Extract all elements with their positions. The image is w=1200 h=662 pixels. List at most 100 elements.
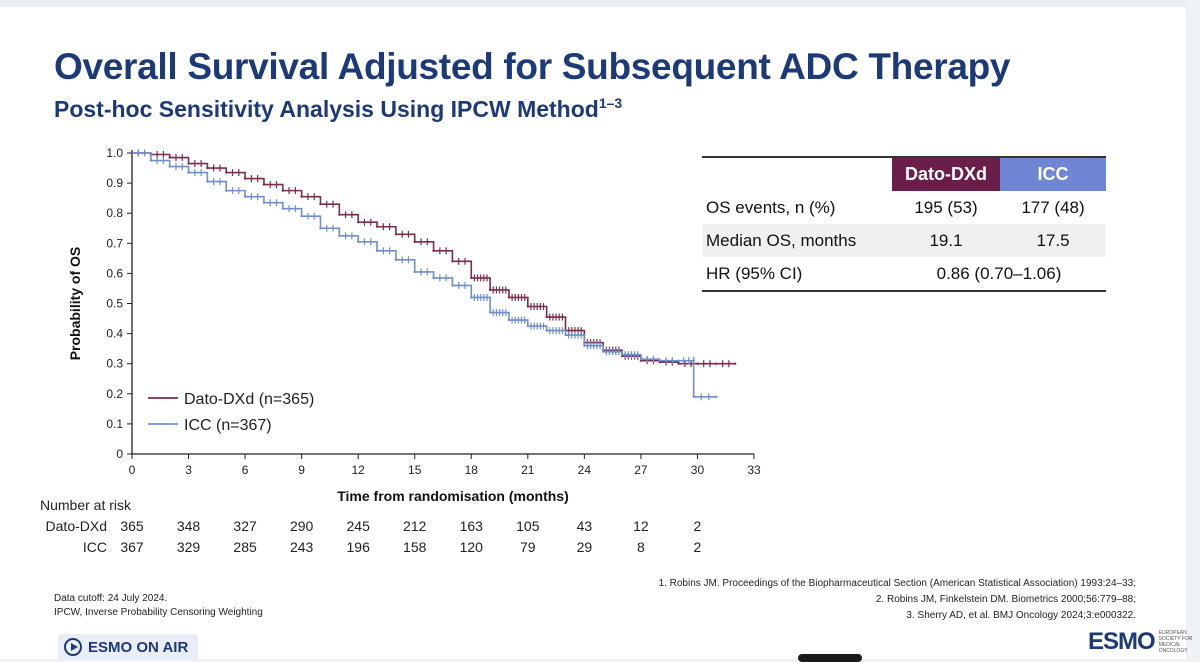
data-point <box>488 311 492 314</box>
slide-title: Overall Survival Adjusted for Subsequent… <box>54 46 1011 87</box>
data-point <box>338 213 341 216</box>
risk-value: 243 <box>290 539 314 555</box>
data-point <box>243 195 247 198</box>
risk-row-label: Dato-DXd <box>46 518 107 534</box>
data-point <box>715 395 718 399</box>
esmo-logo: ESMO EUROPEAN SOCIETY FOR MEDICAL ONCOLO… <box>1088 628 1195 656</box>
data-point <box>526 324 530 328</box>
dato-value: 195 (53) <box>914 197 978 217</box>
y-tick-label: 0 <box>116 447 123 461</box>
y-tick-label: 0.4 <box>106 327 123 341</box>
y-tick-label: 0.5 <box>106 297 123 311</box>
risk-value: 365 <box>120 518 144 534</box>
risk-table-title: Number at risk <box>40 497 132 513</box>
data-point <box>526 305 530 308</box>
data-point <box>507 296 511 299</box>
data-point <box>413 270 416 274</box>
x-tick-label: 0 <box>129 463 136 477</box>
data-point <box>206 166 209 170</box>
data-point <box>432 249 435 253</box>
data-point <box>583 344 586 347</box>
table-header-icc: ICC <box>1000 156 1106 191</box>
data-point <box>733 362 737 365</box>
data-point <box>413 240 416 243</box>
data-point <box>225 171 228 174</box>
y-tick-label: 0.8 <box>106 206 123 220</box>
data-point <box>545 315 548 319</box>
legend-label: Dato-DXd (n=365) <box>184 391 314 408</box>
x-tick-label: 33 <box>747 463 761 477</box>
data-point <box>658 359 661 362</box>
right-strip <box>1186 0 1200 659</box>
risk-row-label: ICC <box>83 539 107 555</box>
row-label: OS events, n (%) <box>706 197 836 217</box>
data-point <box>319 227 322 230</box>
data-point <box>375 225 379 228</box>
risk-value: 196 <box>347 539 371 555</box>
x-tick-label: 15 <box>408 463 422 477</box>
data-point <box>243 177 247 180</box>
risk-value: 105 <box>516 518 540 534</box>
data-point <box>168 165 171 168</box>
risk-value: 348 <box>177 518 201 534</box>
subtitle-text: Post-hoc Sensitivity Analysis Using IPCW… <box>54 96 599 122</box>
x-axis-label: Time from randomisation (months) <box>337 488 569 504</box>
play-icon <box>64 638 82 656</box>
risk-value: 2 <box>694 539 702 555</box>
series-line-dato-dxd <box>132 152 736 365</box>
data-point <box>356 221 360 224</box>
data-point <box>692 395 695 399</box>
esmo-on-air-label: ESMO ON AIR <box>88 638 189 656</box>
icc-value: 17.5 <box>1000 224 1106 257</box>
x-tick-label: 21 <box>521 463 535 477</box>
risk-value: 329 <box>177 539 201 555</box>
x-tick-label: 27 <box>634 463 648 477</box>
data-point <box>488 288 492 292</box>
table-row: HR (95% CI) 0.86 (0.70–1.06) <box>702 257 1106 292</box>
data-point <box>394 258 398 262</box>
data-point <box>225 189 228 192</box>
reference-item: 1. Robins JM. Proceedings of the Biophar… <box>658 578 1136 589</box>
risk-value: 158 <box>403 539 427 555</box>
data-point <box>451 260 454 263</box>
y-tick-label: 0.6 <box>106 266 123 280</box>
row-label: Median OS, months <box>702 224 892 257</box>
risk-value: 8 <box>637 539 645 555</box>
data-point <box>300 215 303 218</box>
risk-value: 2 <box>694 518 702 534</box>
x-tick-label: 24 <box>578 463 592 477</box>
hr-value: 0.86 (0.70–1.06) <box>892 257 1106 292</box>
data-point <box>696 362 699 365</box>
y-tick-label: 0.2 <box>106 387 123 401</box>
data-point <box>677 359 680 362</box>
row-label: HR (95% CI) <box>702 257 892 292</box>
data-point <box>470 276 473 280</box>
subtitle-superscript: 1–3 <box>598 95 623 111</box>
risk-value: 285 <box>233 539 257 555</box>
series-line-icc <box>132 152 717 398</box>
table-header-blank <box>702 156 892 191</box>
risk-value: 245 <box>347 518 371 534</box>
y-axis-label: Probability of OS <box>67 247 83 361</box>
risk-value: 29 <box>577 539 593 555</box>
esmo-logo-word: ESMO <box>1088 628 1156 655</box>
data-point <box>319 202 322 206</box>
risk-value: 367 <box>120 539 144 555</box>
data-point <box>677 362 680 365</box>
table-row: OS events, n (%) 195 (53) 177 (48) <box>702 191 1106 224</box>
x-tick-label: 30 <box>691 463 705 477</box>
esmo-on-air-button[interactable]: ESMO ON AIR <box>58 634 199 660</box>
data-point <box>432 276 435 280</box>
esmo-logo-tagline: EUROPEAN SOCIETY FOR MEDICAL ONCOLOGY <box>1158 630 1193 654</box>
table-header-row: Dato-DXd ICC <box>702 156 1106 191</box>
risk-value: 12 <box>633 518 649 534</box>
data-point <box>602 350 605 353</box>
data-point <box>545 329 548 332</box>
os-summary-table: Dato-DXd ICC OS events, n (%) 195 (53) 1… <box>702 156 1106 292</box>
footnote-cutoff: Data cutoff: 24 July 2024. <box>54 593 168 604</box>
top-strip <box>0 0 1200 7</box>
data-point <box>639 357 643 361</box>
risk-value: 120 <box>460 539 484 555</box>
footnotes: Data cutoff: 24 July 2024. IPCW, Inverse… <box>54 592 263 620</box>
